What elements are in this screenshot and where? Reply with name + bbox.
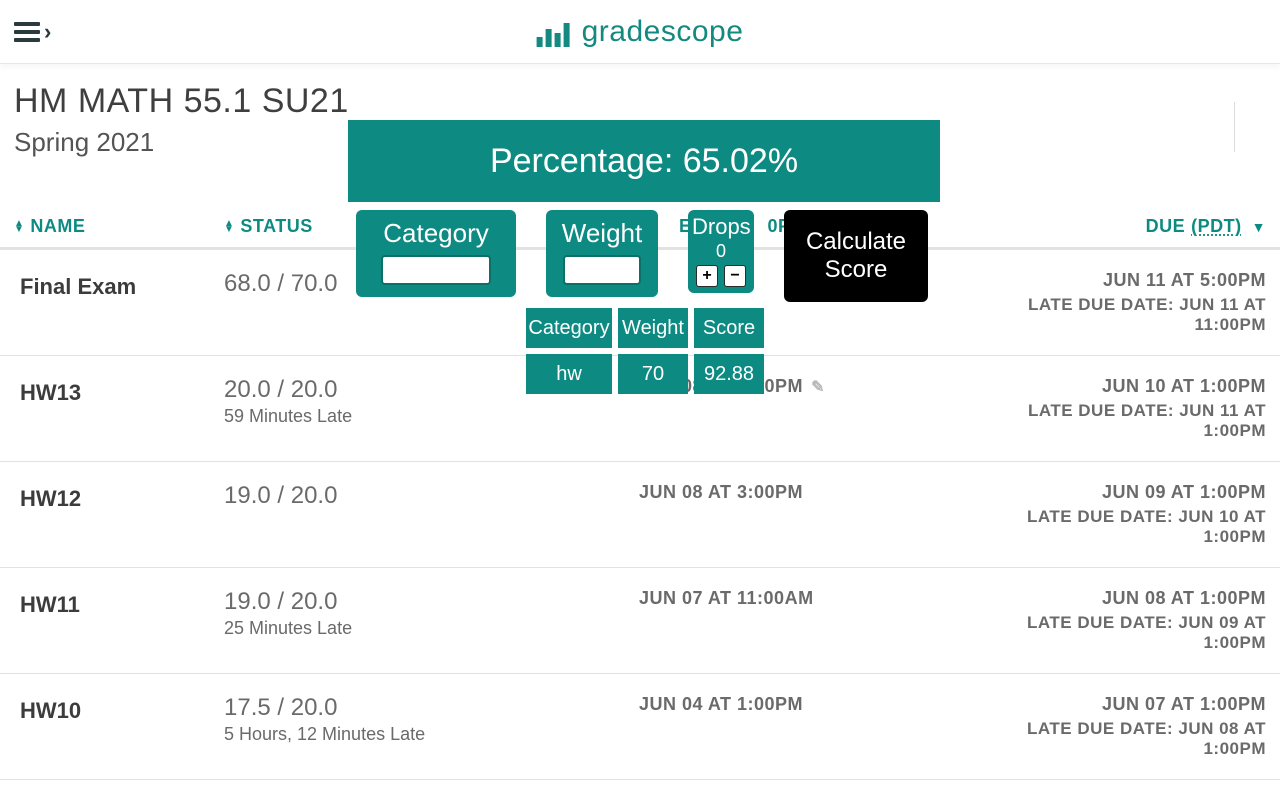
summary-table: Category Weight Score hw 70 92.88 [526, 308, 940, 394]
chevron-right-icon: › [44, 19, 51, 45]
assignment-name[interactable]: HW11 [20, 588, 224, 618]
course-title: HM MATH 55.1 SU21 [14, 82, 1266, 121]
table-row: HW1017.5 / 20.05 Hours, 12 Minutes LateJ… [0, 674, 1280, 780]
summary-th-category: Category [526, 308, 612, 348]
summary-td-weight: 70 [618, 354, 688, 394]
assignment-due: JUN 11 AT 5:00PM LATE DUE DATE: JUN 11 AT… [969, 270, 1266, 335]
weight-input[interactable] [563, 255, 641, 285]
header-divider [1234, 102, 1235, 152]
late-due-date: LATE DUE DATE: JUN 09 AT 1:00PM [969, 613, 1266, 653]
percentage-label: Percentage: 65.02% [490, 142, 798, 181]
triangle-down-icon: ▼ [1252, 219, 1266, 235]
assignment-status: 19.0 / 20.025 Minutes Late [224, 588, 639, 639]
summary-td-category: hw [526, 354, 612, 394]
col-due-prefix: DUE [1146, 216, 1186, 237]
late-due-date: LATE DUE DATE: JUN 11 AT 1:00PM [969, 401, 1266, 441]
assignment-score: 19.0 / 20.0 [224, 588, 639, 616]
due-date: JUN 09 AT 1:00PM [969, 482, 1266, 503]
sort-icon: ▲▼ [14, 221, 24, 233]
col-name[interactable]: ▲▼ NAME [14, 216, 224, 237]
col-name-label: NAME [30, 216, 85, 237]
summary-th-weight: Weight [618, 308, 688, 348]
due-date: JUN 08 AT 1:00PM [969, 588, 1266, 609]
col-due[interactable]: DUE (PDT) ▼ [969, 216, 1266, 237]
assignment-score: 19.0 / 20.0 [224, 482, 639, 510]
drops-value: 0 [692, 241, 750, 262]
assignment-score: 17.5 / 20.0 [224, 694, 639, 722]
assignment-late: 5 Hours, 12 Minutes Late [224, 724, 639, 745]
brand-logo[interactable]: gradescope [537, 15, 744, 49]
assignment-due: JUN 10 AT 1:00PM LATE DUE DATE: JUN 11 AT… [969, 376, 1266, 441]
assignment-late: 59 Minutes Late [224, 406, 639, 427]
drops-card: Drops 0 + − [688, 210, 754, 293]
assignment-released: JUN 08 AT 3:00PM [639, 482, 969, 503]
category-input[interactable] [381, 255, 491, 285]
assignment-name[interactable]: HW10 [20, 694, 224, 724]
assignment-late: 25 Minutes Late [224, 618, 639, 639]
assignment-name[interactable]: Final Exam [20, 270, 224, 300]
assignment-due: JUN 09 AT 1:00PM LATE DUE DATE: JUN 10 AT… [969, 482, 1266, 547]
table-row: HW1119.0 / 20.025 Minutes LateJUN 07 AT … [0, 568, 1280, 674]
table-row: HW1219.0 / 20.0JUN 08 AT 3:00PMJUN 09 AT… [0, 462, 1280, 568]
percentage-banner: Percentage: 65.02% [348, 120, 940, 202]
assignment-due: JUN 08 AT 1:00PM LATE DUE DATE: JUN 09 AT… [969, 588, 1266, 653]
assignment-released: JUN 07 AT 11:00AM [639, 588, 969, 609]
assignment-due: JUN 07 AT 1:00PM LATE DUE DATE: JUN 08 AT… [969, 694, 1266, 759]
col-status-label: STATUS [240, 216, 312, 237]
due-date: JUN 07 AT 1:00PM [969, 694, 1266, 715]
weight-card: Weight [546, 210, 658, 297]
sort-icon: ▲▼ [224, 221, 234, 233]
due-date: JUN 11 AT 5:00PM [969, 270, 1266, 291]
assignment-status: 17.5 / 20.05 Hours, 12 Minutes Late [224, 694, 639, 745]
hamburger-icon [14, 22, 40, 42]
grade-calculator-overlay: Percentage: 65.02% Category Weight Drops… [348, 120, 940, 394]
col-due-tz: (PDT) [1191, 216, 1242, 237]
late-due-date: LATE DUE DATE: JUN 08 AT 1:00PM [969, 719, 1266, 759]
logo-bars-icon [537, 17, 570, 47]
late-due-date: LATE DUE DATE: JUN 10 AT 1:00PM [969, 507, 1266, 547]
drops-plus-button[interactable]: + [696, 265, 718, 287]
drops-minus-button[interactable]: − [724, 265, 746, 287]
assignment-status: 19.0 / 20.0 [224, 482, 639, 510]
assignment-released: JUN 04 AT 1:00PM [639, 694, 969, 715]
calculate-score-button[interactable]: Calculate Score [784, 210, 928, 302]
sidebar-toggle[interactable]: › [14, 19, 51, 45]
topbar: › gradescope [0, 0, 1280, 64]
assignment-name[interactable]: HW13 [20, 376, 224, 406]
category-label: Category [383, 218, 489, 249]
due-date: JUN 10 AT 1:00PM [969, 376, 1266, 397]
drops-label: Drops [692, 214, 750, 240]
weight-label: Weight [562, 218, 642, 249]
brand-name: gradescope [582, 15, 744, 49]
summary-td-score: 92.88 [694, 354, 764, 394]
summary-th-score: Score [694, 308, 764, 348]
assignment-name[interactable]: HW12 [20, 482, 224, 512]
late-due-date: LATE DUE DATE: JUN 11 AT 11:00PM [969, 295, 1266, 335]
calculate-score-label: Calculate Score [784, 228, 928, 284]
category-card: Category [356, 210, 516, 297]
